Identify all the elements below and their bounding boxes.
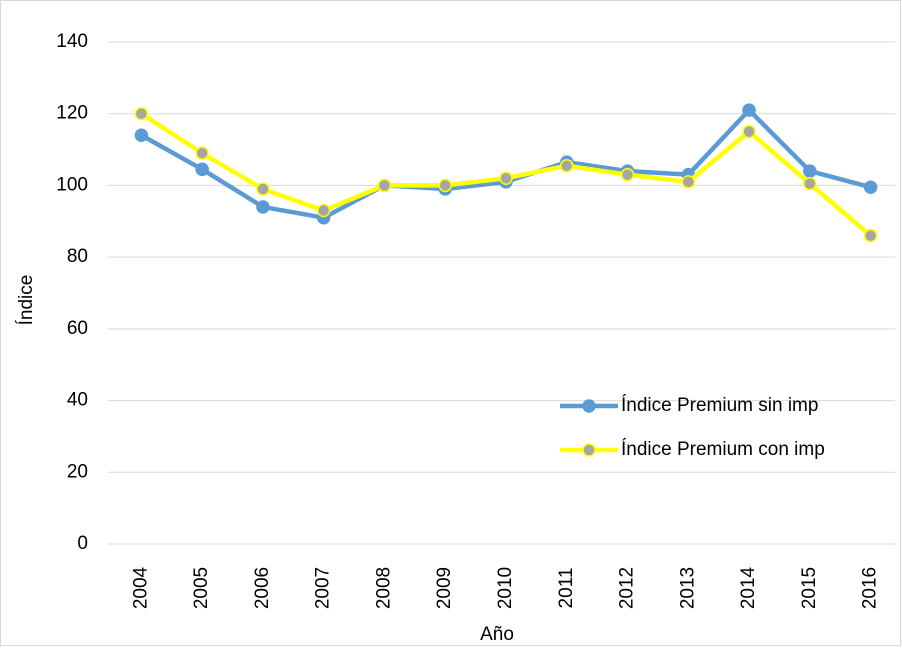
y-tick-label: 140 [56, 31, 88, 52]
x-tick-label: 2014 [738, 566, 759, 609]
y-axis-label: Índice [16, 275, 37, 326]
legend-marker [582, 399, 596, 413]
data-point [742, 103, 756, 117]
x-tick-label: 2010 [495, 567, 516, 609]
x-axis-label: Año [480, 624, 514, 645]
y-tick-label: 60 [67, 318, 88, 339]
data-point [134, 106, 149, 121]
data-point [195, 162, 209, 177]
data-point [256, 182, 270, 196]
data-point [499, 171, 513, 186]
x-tick-label: 2016 [860, 567, 881, 609]
y-tick-label: 80 [67, 246, 88, 267]
data-point [438, 178, 452, 193]
data-point [316, 203, 331, 218]
data-point [377, 178, 392, 193]
y-tick-label: 40 [67, 390, 88, 411]
legend-label: Índice Premium con imp [621, 439, 825, 460]
data-point [134, 128, 149, 142]
data-point [803, 164, 817, 178]
x-tick-label: 2015 [799, 567, 820, 609]
x-tick-label: 2004 [130, 566, 151, 609]
data-point [863, 228, 878, 243]
y-tick-label: 120 [56, 103, 88, 124]
data-point [681, 175, 696, 189]
x-tick-label: 2005 [191, 567, 212, 609]
data-point [560, 158, 574, 173]
x-tick-label: 2013 [677, 567, 698, 609]
legend-label: Índice Premium sin imp [621, 395, 818, 416]
data-point [863, 180, 878, 194]
data-point [195, 146, 209, 160]
x-tick-label: 2008 [373, 567, 394, 609]
legend-marker [582, 443, 596, 457]
y-tick-label: 0 [77, 533, 88, 554]
y-tick-label: 20 [67, 461, 88, 482]
data-point [803, 176, 817, 191]
x-tick-label: 2011 [556, 568, 577, 609]
y-tick-label: 100 [56, 174, 88, 195]
data-point [742, 124, 756, 139]
x-tick-label: 2006 [252, 567, 273, 609]
data-point [256, 200, 270, 214]
x-tick-label: 2009 [434, 567, 455, 609]
x-tick-label: 2012 [617, 567, 638, 609]
x-tick-label: 2007 [313, 567, 334, 609]
data-point [620, 167, 635, 182]
